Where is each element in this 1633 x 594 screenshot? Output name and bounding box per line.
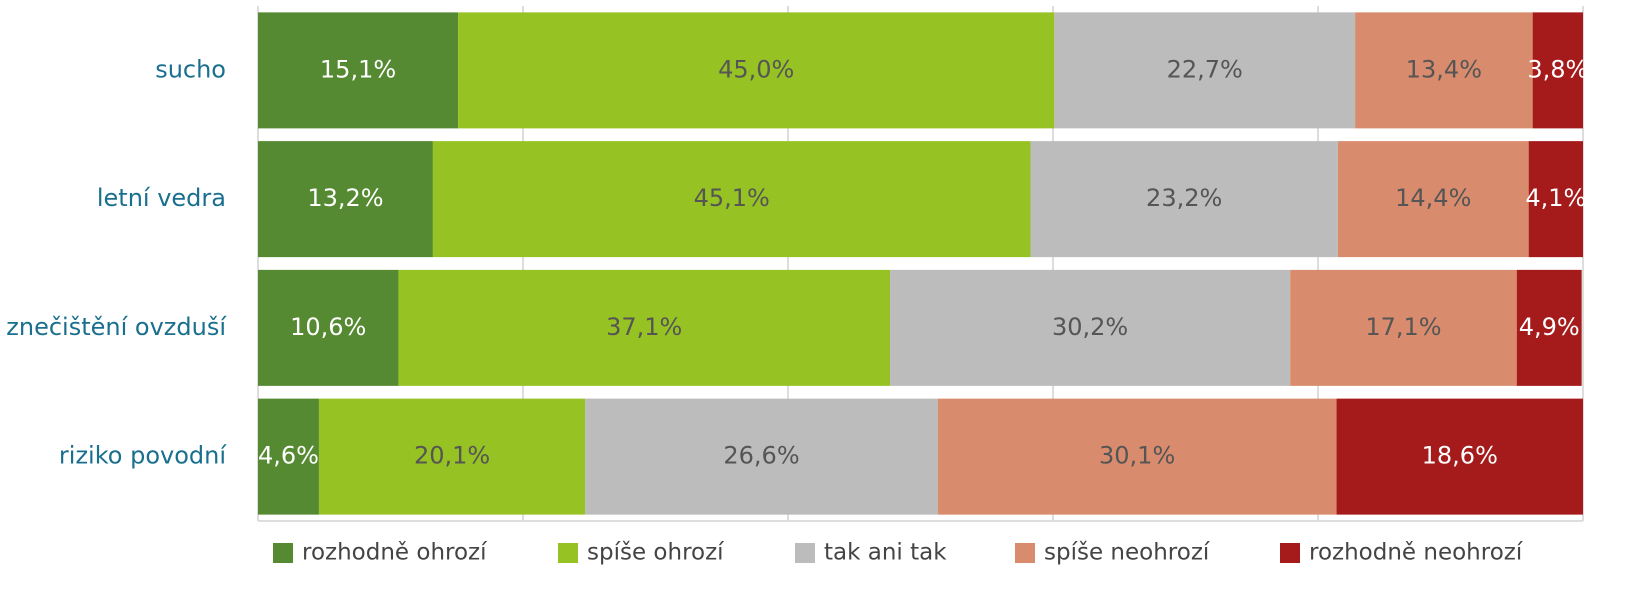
legend-label: spíše ohrozí — [587, 540, 724, 566]
bar-segment — [1336, 398, 1583, 515]
bar-segment — [1337, 141, 1529, 258]
category-label: riziko povodní — [59, 442, 227, 470]
category-label: znečištění ovzduší — [6, 313, 227, 341]
value-label: 3,8% — [1527, 55, 1588, 83]
value-label: 17,1% — [1365, 313, 1441, 341]
value-label: 37,1% — [606, 313, 682, 341]
legend-label: tak ani tak — [824, 540, 947, 566]
value-label: 13,2% — [307, 184, 383, 212]
bar-segment — [258, 12, 459, 129]
legend-label: rozhodně ohrozí — [302, 540, 487, 566]
bar-segment — [398, 269, 891, 386]
bar-segment — [1030, 141, 1338, 258]
bar-segment — [937, 398, 1337, 515]
value-label: 18,6% — [1422, 442, 1498, 470]
bar-segment — [1528, 141, 1583, 258]
value-label: 4,1% — [1525, 184, 1586, 212]
bar-segment — [1290, 269, 1517, 386]
bar-segment — [258, 269, 399, 386]
legend-label: spíše neohrozí — [1044, 540, 1210, 566]
value-label: 4,6% — [258, 442, 319, 470]
bar-segment — [1532, 12, 1583, 129]
bar-segment — [458, 12, 1055, 129]
bar-segment — [890, 269, 1291, 386]
bar-segment — [432, 141, 1031, 258]
category-label: letní vedra — [97, 184, 226, 212]
legend-swatch — [558, 543, 578, 563]
value-label: 4,9% — [1519, 313, 1580, 341]
legend-swatch — [1015, 543, 1035, 563]
value-label: 13,4% — [1406, 55, 1482, 83]
value-label: 23,2% — [1146, 184, 1222, 212]
bar-segment — [585, 398, 938, 515]
bar-segment — [1516, 269, 1582, 386]
bar-segment — [258, 398, 319, 515]
value-label: 14,4% — [1395, 184, 1471, 212]
value-label: 20,1% — [414, 442, 490, 470]
category-label: sucho — [155, 55, 226, 83]
value-label: 30,1% — [1099, 442, 1175, 470]
value-label: 45,0% — [718, 55, 794, 83]
legend-swatch — [795, 543, 815, 563]
bar-segment — [1355, 12, 1533, 129]
legend-swatch — [1280, 543, 1300, 563]
value-label: 30,2% — [1052, 313, 1128, 341]
value-label: 15,1% — [320, 55, 396, 83]
bar-segment — [258, 141, 433, 258]
legend-swatch — [273, 543, 293, 563]
value-label: 22,7% — [1167, 55, 1243, 83]
value-label: 10,6% — [290, 313, 366, 341]
bar-segment — [318, 398, 586, 515]
legend-label: rozhodně neohrozí — [1309, 540, 1523, 566]
value-label: 26,6% — [723, 442, 799, 470]
bar-segment — [1054, 12, 1356, 129]
value-label: 45,1% — [694, 184, 770, 212]
